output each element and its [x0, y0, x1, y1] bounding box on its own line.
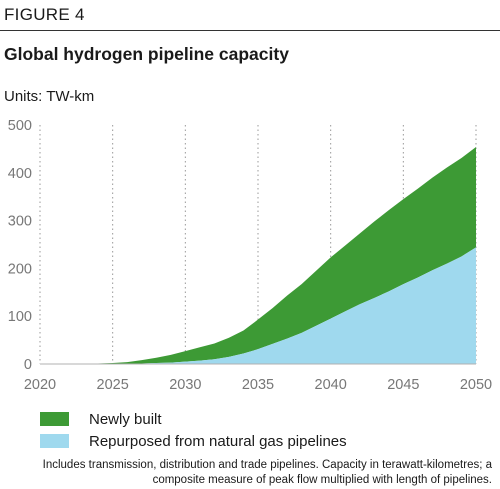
top-divider	[0, 30, 500, 31]
x-tick-label-2050: 2050	[460, 377, 492, 393]
legend-swatch-newly-built	[40, 412, 69, 426]
footnote: Includes transmission, distribution and …	[42, 459, 492, 486]
y-tick-label-0: 0	[24, 357, 32, 373]
figure-label: FIGURE 4	[4, 5, 85, 24]
legend: Newly built Repurposed from natural gas …	[40, 408, 347, 452]
y-tick-label-300: 300	[8, 214, 32, 230]
units-label: Units: TW-km	[4, 88, 95, 105]
y-tick-label-100: 100	[8, 309, 32, 325]
chart-title: Global hydrogen pipeline capacity	[4, 44, 289, 64]
x-tick-label-2040: 2040	[315, 377, 347, 393]
legend-label-repurposed: Repurposed from natural gas pipelines	[89, 432, 347, 450]
area-chart: 0 100 200 300 400 500 2020 2025 2030 2035 2040 2045…	[8, 118, 492, 393]
area-newly-built	[40, 146, 476, 364]
legend-swatch-repurposed	[40, 434, 69, 448]
y-tick-label-400: 400	[8, 166, 32, 182]
legend-item-repurposed: Repurposed from natural gas pipelines	[40, 430, 347, 452]
x-tick-label-2045: 2045	[387, 377, 419, 393]
x-tick-label-2030: 2030	[169, 377, 201, 393]
area-repurposed	[40, 247, 476, 364]
x-tick-label-2020: 2020	[24, 377, 56, 393]
y-tick-label-200: 200	[8, 261, 32, 277]
x-tick-label-2025: 2025	[97, 377, 129, 393]
legend-label-newly-built: Newly built	[89, 410, 162, 428]
x-tick-label-2035: 2035	[242, 377, 274, 393]
legend-item-newly-built: Newly built	[40, 408, 347, 430]
y-tick-label-500: 500	[8, 118, 32, 134]
